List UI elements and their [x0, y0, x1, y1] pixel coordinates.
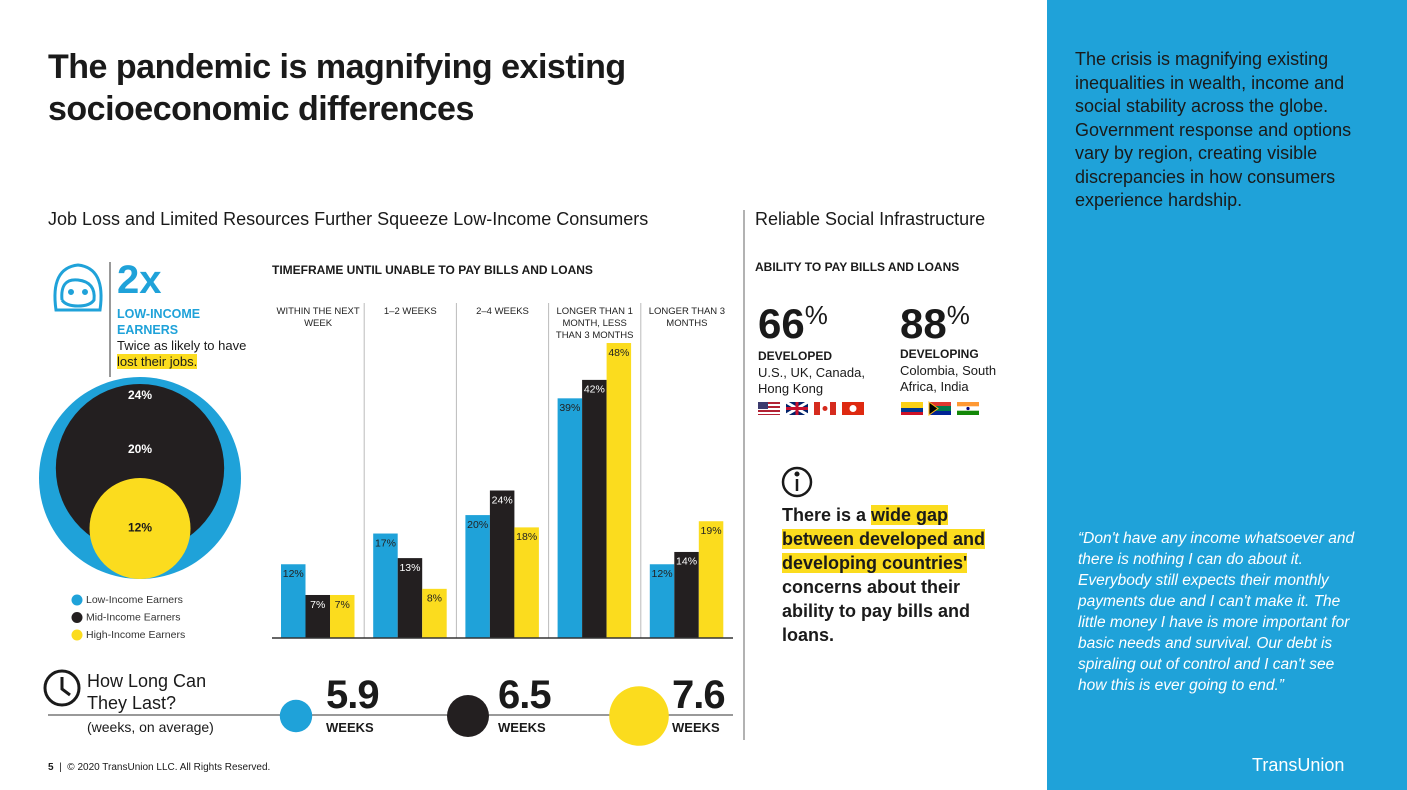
- separator: |: [59, 762, 62, 773]
- stat: 88%: [900, 300, 970, 348]
- category-label: WITHIN THE NEXT WEEK: [276, 306, 360, 329]
- bar: [698, 521, 724, 638]
- stat: 66%: [758, 300, 828, 348]
- copyright: © 2020 TransUnion LLC. All Rights Reserv…: [67, 762, 271, 773]
- share-label: 24%: [128, 388, 152, 402]
- stat-unit: %: [946, 300, 970, 330]
- quote: “Don't have any income whatsoever and th…: [1078, 530, 1355, 694]
- stat-label: DEVELOPING: [900, 347, 979, 361]
- weeks-circle: [609, 686, 669, 746]
- legend-marker: [71, 612, 83, 623]
- legend-label: Low-Income Earners: [86, 594, 183, 606]
- bar: [465, 515, 490, 638]
- bar-label: 12%: [283, 568, 304, 580]
- weeks-value: 6.5: [498, 673, 552, 717]
- flags: [758, 400, 979, 417]
- bar-label: 48%: [608, 347, 629, 359]
- bar: [489, 490, 515, 638]
- stat-countries: U.S., UK, Canada, Hong Kong: [758, 365, 865, 396]
- bar-label: 7%: [335, 599, 350, 611]
- stat-value: 66: [758, 300, 805, 347]
- text: concerns about their ability to pay bill…: [782, 577, 971, 645]
- weeks-unit: WEEKS: [672, 720, 720, 735]
- bar-label: 18%: [516, 531, 537, 543]
- legend-marker: [71, 594, 83, 606]
- legend-label: High-Income Earners: [86, 629, 185, 641]
- bar-label: 14%: [676, 556, 697, 568]
- logo: TransUnion: [1252, 755, 1345, 775]
- bar: [674, 551, 699, 638]
- weeks-value: 7.6: [672, 673, 726, 717]
- bar: [514, 527, 539, 638]
- bar: [606, 343, 632, 638]
- share-label: 20%: [128, 442, 152, 456]
- footer: 5 | © 2020 TransUnion LLC. All Rights Re…: [48, 762, 270, 773]
- bar: [649, 564, 675, 638]
- title: The pandemic is magnifying existing soci…: [48, 48, 626, 128]
- weeks-unit: WEEKS: [498, 720, 546, 735]
- section-heading: Job Loss and Limited Resources Further S…: [48, 209, 649, 229]
- weeks-value: 5.9: [326, 673, 380, 717]
- highlight: lost their jobs.: [117, 354, 198, 369]
- bar-label: 13%: [399, 562, 420, 574]
- note: There is a wide gap between developed an…: [782, 503, 1014, 647]
- bar-label: 42%: [584, 384, 605, 396]
- bar: [397, 558, 423, 638]
- section-heading: Reliable Social Infrastructure: [755, 209, 986, 229]
- stat-value: 2x: [117, 258, 162, 302]
- bar: [557, 398, 583, 638]
- text: There is a: [782, 505, 872, 525]
- category-label: 2–4 WEEKS: [476, 306, 529, 317]
- bar: [373, 533, 398, 638]
- stat-countries: Colombia, South Africa, India: [900, 363, 997, 394]
- stat-label: LOW-INCOME EARNERS: [117, 307, 201, 337]
- legend-label: Mid-Income Earners: [86, 611, 181, 623]
- clock-icon: [43, 669, 81, 707]
- category-label: LONGER THAN 3 MONTHS: [648, 306, 726, 329]
- legend-marker: [71, 629, 83, 641]
- subheading: ABILITY TO PAY BILLS AND LOANS: [755, 260, 960, 274]
- weeks-circle: [447, 695, 489, 737]
- stat-unit: %: [804, 300, 828, 330]
- sidebar-text: The crisis is magnifying existing inequa…: [1075, 49, 1352, 210]
- bar-label: 17%: [375, 537, 396, 549]
- bar-label: 7%: [310, 599, 325, 611]
- info-icon: [781, 466, 813, 498]
- bar: [281, 564, 306, 638]
- category-label: 1–2 WEEKS: [383, 306, 437, 317]
- bar-label: 8%: [427, 593, 442, 605]
- stat-value: 88: [900, 300, 947, 347]
- bar-label: 39%: [559, 402, 580, 414]
- page-number: 5: [48, 762, 54, 773]
- how-long-title: How Long Can They Last?: [87, 671, 207, 713]
- text: Twice as likely to have: [117, 338, 247, 353]
- stat-text: Twice as likely to have lost their jobs.: [117, 338, 247, 370]
- sidebar: [1047, 0, 1407, 790]
- bar-label: 24%: [492, 494, 513, 506]
- bar-label: 20%: [467, 519, 488, 531]
- stat-label: DEVELOPED: [758, 349, 833, 363]
- chart-title: TIMEFRAME UNTIL UNABLE TO PAY BILLS AND …: [272, 263, 593, 277]
- how-long-subtitle: (weeks, on average): [87, 719, 214, 735]
- bar-label: 12%: [652, 568, 673, 580]
- weeks-circle: [279, 699, 313, 733]
- bar: [422, 588, 447, 638]
- face-icon: [53, 263, 103, 312]
- weeks-unit: WEEKS: [326, 720, 374, 735]
- bar-label: 19%: [701, 525, 722, 537]
- bar: [330, 594, 355, 638]
- category-label: LONGER THAN 1 MONTH, LESS THAN 3 MONTHS: [555, 306, 634, 341]
- share-label: 12%: [128, 521, 152, 535]
- bar: [305, 594, 330, 638]
- bar: [582, 379, 607, 638]
- share-circle: [89, 478, 191, 579]
